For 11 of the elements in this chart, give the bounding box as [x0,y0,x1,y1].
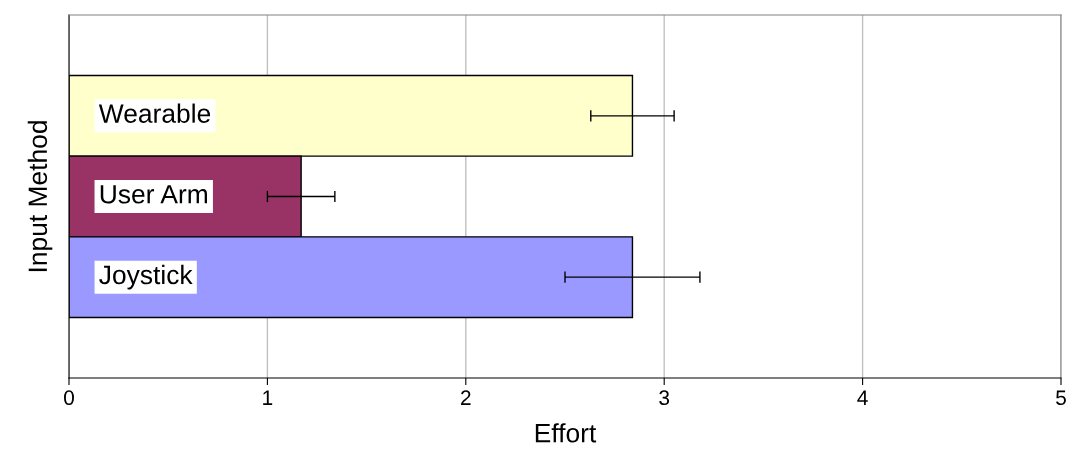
x-tick-label: 2 [461,390,471,405]
x-tick-label: 3 [659,390,670,406]
x-tick-label: 1 [263,390,273,405]
x-tick-label: 0 [64,390,74,406]
x-tick-label: 5 [1056,390,1066,406]
y-tick-label: Joystick [99,264,193,290]
y-axis-title: Input Method [27,121,53,272]
y-tick-label: User Arm [100,185,207,204]
x-tick-label: 4 [857,390,868,405]
x-axis-title: Effort [535,423,597,443]
y-tick-label: Wearable [98,103,211,123]
